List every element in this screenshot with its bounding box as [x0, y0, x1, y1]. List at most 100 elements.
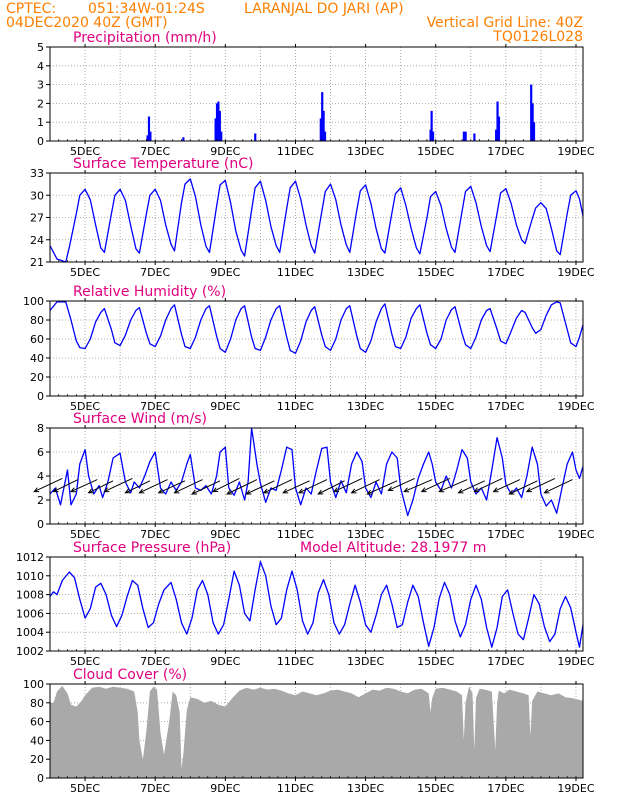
wind-arrow: [350, 479, 380, 494]
cloud-xtick-label: 13DEC: [347, 782, 384, 795]
temp-panel: 21 24 27 30 33 5DEC 7DEC 9DEC 11DEC 13DEC 15DEC 17D…: [30, 156, 595, 279]
rh-ytick-label: 80: [30, 314, 44, 327]
wind-ytick-label: 2: [37, 494, 44, 507]
rh-xtick-label: 17DEC: [487, 400, 524, 413]
rh-xtick-label: 13DEC: [347, 400, 384, 413]
wind-ytick-label: 0: [37, 518, 44, 531]
header-coordinates: 051:34W-01:24S: [88, 1, 205, 17]
cloud-panel: 0 20 40 60 80 100 5DEC 7DEC 9DEC 11DEC 13DEC 15DEC 1…: [23, 667, 595, 795]
precip-ytick-label: 2: [37, 97, 44, 110]
pressure-ytick-label: 1004: [16, 626, 44, 639]
temp-ytick-label: 24: [30, 234, 44, 247]
precip-bar: [530, 84, 533, 141]
temp-xtick-label: 7DEC: [140, 266, 170, 279]
wind-arrow: [317, 480, 345, 495]
wind-xtick-label: 11DEC: [277, 528, 314, 541]
pressure-model-altitude: Model Altitude: 28.1977 m: [300, 540, 486, 556]
precip-xtick-label: 19DEC: [557, 145, 594, 158]
wind-arrow: [124, 480, 151, 494]
pressure-ytick-label: 1012: [16, 551, 44, 564]
cloud-ytick-label: 40: [30, 734, 44, 747]
precip-ytick-label: 4: [37, 60, 44, 73]
wind-arrow: [387, 477, 415, 492]
temp-ytick-label: 33: [30, 167, 44, 180]
header-date: 04DEC2020 40Z (GMT): [6, 15, 168, 31]
cloud-xtick-label: 11DEC: [277, 782, 314, 795]
pressure-ytick-label: 1008: [16, 589, 44, 602]
wind-arrow: [262, 479, 293, 494]
precip-bar: [430, 110, 433, 141]
wind-arrow: [332, 477, 363, 493]
wind-arrow: [366, 480, 398, 495]
precip-xtick-label: 9DEC: [210, 145, 240, 158]
pressure-title: Surface Pressure (hPa): [73, 540, 231, 556]
wind-xtick-label: 19DEC: [557, 528, 594, 541]
precip-bar: [218, 110, 221, 141]
temp-xtick-label: 13DEC: [347, 266, 384, 279]
pressure-ytick-label: 1002: [16, 645, 44, 658]
precip-xtick-label: 11DEC: [277, 145, 314, 158]
pressure-xtick-label: 9DEC: [210, 655, 240, 668]
wind-arrow: [438, 479, 468, 493]
wind-xtick-label: 13DEC: [347, 528, 384, 541]
rh-series-line: [49, 301, 584, 354]
precip-bar: [323, 131, 327, 141]
rh-xtick-label: 15DEC: [417, 400, 454, 413]
wind-ytick-label: 4: [37, 470, 44, 483]
rh-title: Relative Humidity (%): [73, 284, 226, 300]
cloud-ytick-label: 0: [37, 772, 44, 785]
cloud-xtick-label: 19DEC: [557, 782, 594, 795]
precip-bar: [495, 129, 498, 141]
precip-bar: [321, 92, 324, 141]
precip-bar: [431, 131, 435, 141]
precip-bar: [462, 131, 465, 141]
temp-xtick-label: 9DEC: [210, 266, 240, 279]
wind-panel: 0 2 4 6 8 5DEC 7DEC 9DEC 11DEC 13DEC 15DEC 17DEC 19D…: [33, 411, 595, 541]
wind-ytick-label: 8: [37, 422, 44, 435]
precip-xtick-label: 13DEC: [347, 145, 384, 158]
temp-series-line: [49, 178, 584, 263]
wind-arrow: [473, 477, 503, 493]
cloud-xtick-label: 9DEC: [210, 782, 240, 795]
rh-frame: [49, 300, 584, 397]
header-source: CPTEC:: [6, 1, 56, 17]
rh-ytick-label: 20: [30, 371, 44, 384]
precip-bar: [215, 103, 219, 141]
rh-ytick-label: 40: [30, 352, 44, 365]
wind-arrow: [492, 479, 521, 493]
precip-ytick-label: 5: [37, 41, 44, 54]
wind-arrow: [403, 479, 433, 493]
wind-xtick-label: 5DEC: [70, 528, 100, 541]
rh-xtick-label: 19DEC: [557, 400, 594, 413]
wind-xtick-label: 15DEC: [417, 528, 454, 541]
cloud-ytick-label: 20: [30, 753, 44, 766]
temp-title: Surface Temperature (nC): [73, 156, 254, 172]
pressure-xtick-label: 11DEC: [277, 655, 314, 668]
cloud-xtick-label: 17DEC: [487, 782, 524, 795]
pressure-ytick-label: 1010: [16, 570, 44, 583]
rh-xtick-label: 9DEC: [210, 400, 240, 413]
precip-xtick-label: 5DEC: [70, 145, 100, 158]
cloud-title: Cloud Cover (%): [73, 667, 187, 683]
wind-xtick-label: 9DEC: [210, 528, 240, 541]
precip-bar: [473, 133, 476, 141]
precip-bar: [146, 135, 149, 141]
wind-arrow: [297, 479, 328, 494]
wind-arrow: [173, 479, 203, 494]
cloud-xtick-label: 5DEC: [70, 782, 100, 795]
precip-ytick-label: 3: [37, 79, 44, 92]
wind-ytick-label: 6: [37, 446, 44, 459]
pressure-xtick-label: 17DEC: [487, 655, 524, 668]
wind-arrow: [245, 480, 275, 495]
rh-xtick-label: 11DEC: [277, 400, 314, 413]
header-station: LARANJAL DO JARI (AP): [244, 1, 404, 17]
wind-arrow: [33, 477, 63, 493]
pressure-xtick-label: 5DEC: [70, 655, 100, 668]
header-grid-line: Vertical Grid Line: 40Z: [427, 15, 583, 31]
precip-bar: [220, 131, 223, 141]
temp-xtick-label: 19DEC: [557, 266, 594, 279]
precip-bar: [464, 131, 467, 141]
wind-arrow: [525, 477, 556, 493]
wind-arrow: [508, 480, 538, 495]
